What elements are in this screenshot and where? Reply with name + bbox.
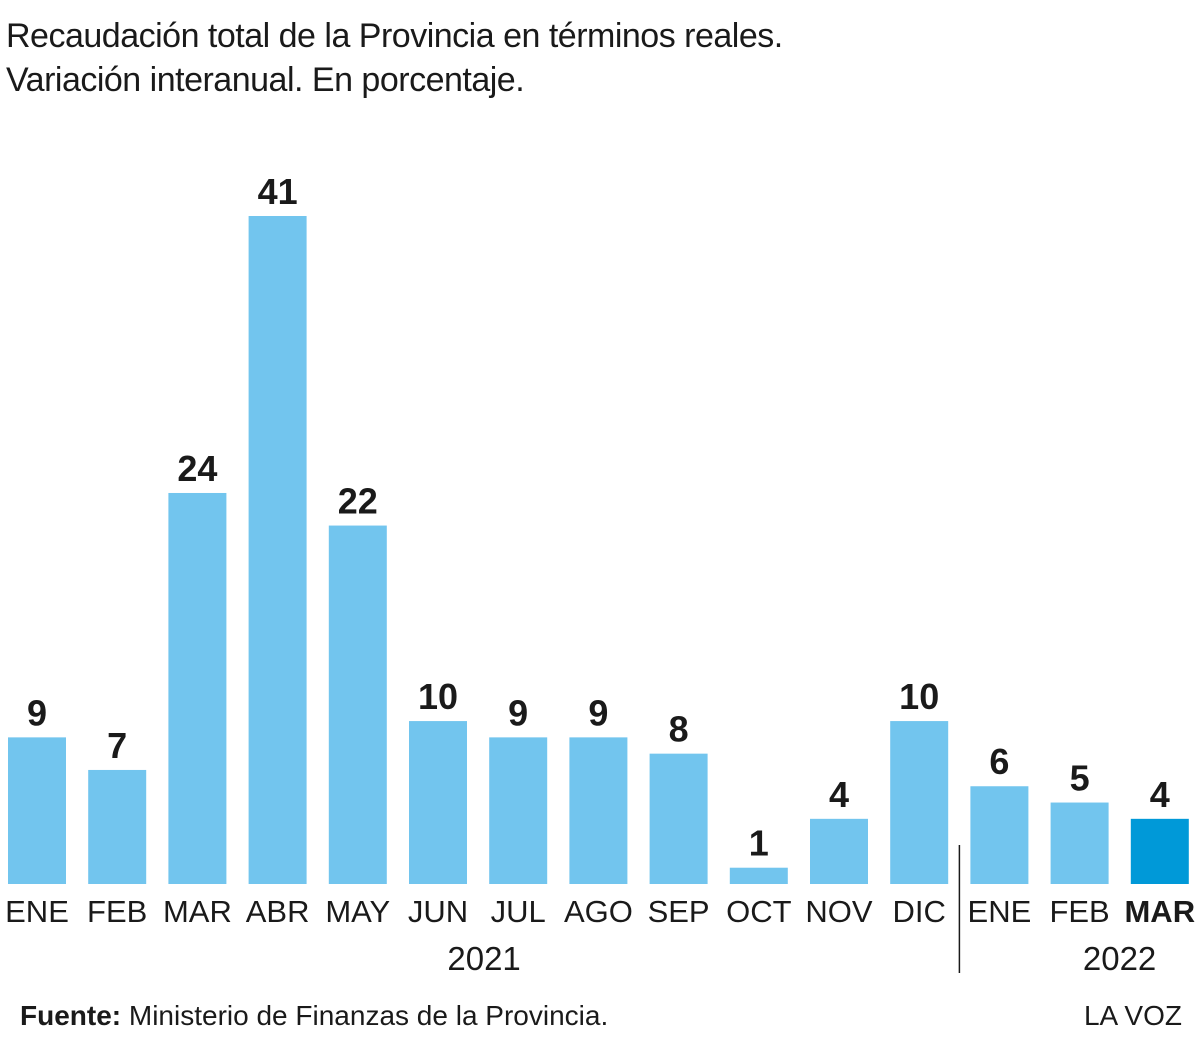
- bar-13: [970, 786, 1029, 884]
- bar-value-label-7: 9: [508, 692, 528, 733]
- bar-11: [810, 818, 868, 884]
- source-label: Fuente:: [20, 1000, 122, 1031]
- category-label-15: MAR: [1124, 894, 1195, 929]
- bar-8: [569, 737, 628, 884]
- bar-value-label-15: 4: [1150, 774, 1170, 815]
- category-label-12: DIC: [893, 894, 946, 929]
- category-label-4: ABR: [246, 894, 310, 929]
- bar-6: [409, 721, 467, 884]
- brand-label: LA VOZ: [1083, 1000, 1182, 1031]
- category-label-6: JUN: [408, 894, 468, 929]
- bar-7: [489, 737, 548, 884]
- bar-value-label-13: 6: [989, 741, 1009, 782]
- chart-subtitle: Variación interanual. En porcentaje.: [6, 61, 525, 99]
- category-label-11: NOV: [805, 894, 873, 929]
- category-label-10: OCT: [726, 894, 792, 929]
- category-label-9: SEP: [648, 894, 710, 929]
- bar-14: [1050, 802, 1109, 884]
- source-text: Ministerio de Finanzas de la Provincia.: [128, 1000, 609, 1031]
- bar-10: [729, 867, 788, 884]
- category-label-8: AGO: [564, 894, 633, 929]
- bar-value-label-6: 10: [418, 676, 458, 717]
- bar-12: [890, 721, 949, 884]
- chart-title: Recaudación total de la Provincia en tér…: [6, 17, 783, 55]
- bar-value-label-1: 9: [27, 692, 47, 733]
- bar-4: [248, 216, 307, 884]
- category-label-14: FEB: [1049, 894, 1109, 929]
- bar-2: [88, 769, 147, 884]
- bar-3: [168, 492, 227, 884]
- category-label-13: ENE: [968, 894, 1032, 929]
- chart-title-block: Recaudación total de la Provincia en tér…: [6, 14, 783, 102]
- bar-value-label-10: 1: [749, 823, 769, 864]
- bar-1: [8, 737, 66, 884]
- bar-value-label-3: 24: [177, 448, 217, 489]
- bar-5: [328, 525, 387, 884]
- category-label-5: MAY: [325, 894, 390, 929]
- bar-value-label-12: 10: [899, 676, 939, 717]
- bar-9: [649, 753, 708, 884]
- bar-value-label-11: 4: [829, 774, 849, 815]
- year-label-2022: 2022: [1083, 940, 1156, 977]
- category-label-1: ENE: [5, 894, 69, 929]
- year-label-2021: 2021: [447, 940, 520, 977]
- bar-value-label-2: 7: [107, 725, 127, 766]
- bar-value-label-14: 5: [1070, 758, 1090, 799]
- bar-value-label-8: 9: [588, 692, 608, 733]
- bar-value-label-9: 8: [669, 709, 689, 750]
- source-note: Fuente: Ministerio de Finanzas de la Pro…: [20, 1000, 608, 1032]
- bar-value-label-5: 22: [338, 481, 378, 522]
- bar-15: [1130, 818, 1189, 884]
- category-label-7: JUL: [491, 894, 546, 929]
- category-label-2: FEB: [87, 894, 147, 929]
- category-label-3: MAR: [163, 894, 232, 929]
- bar-value-label-4: 41: [258, 171, 298, 212]
